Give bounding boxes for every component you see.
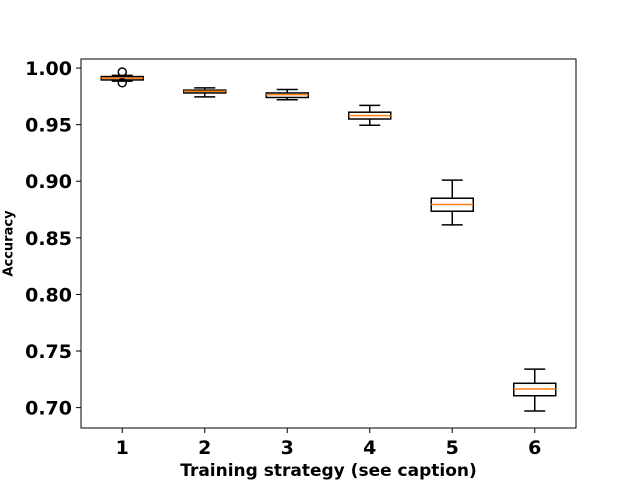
axes-layer: [76, 58, 577, 433]
x-tick-label: 4: [363, 437, 376, 459]
x-axis-title: Training strategy (see caption): [180, 461, 477, 480]
flier-point: [117, 78, 127, 88]
x-tick-label: 2: [198, 437, 211, 459]
x-tick-label: 5: [446, 437, 459, 459]
y-tick-label: 0.95: [25, 115, 72, 137]
label-layer: Training strategy (see caption) Accuracy…: [2, 58, 542, 481]
y-tick-label: 0.80: [25, 284, 72, 306]
plot-frame: [80, 58, 577, 429]
box-5: [430, 179, 474, 226]
box-layer: [100, 67, 557, 412]
box-1: [100, 67, 144, 88]
box-4: [348, 104, 392, 126]
box-6: [513, 368, 557, 412]
x-tick-label: 1: [116, 437, 129, 459]
y-axis-title: Accuracy: [2, 210, 17, 277]
flier-point: [117, 67, 127, 77]
y-tick-label: 1.00: [25, 58, 72, 80]
box-2: [183, 87, 227, 98]
x-tick-label: 3: [281, 437, 294, 459]
y-tick-label: 0.85: [25, 228, 72, 250]
x-tick-label: 6: [528, 437, 541, 459]
y-tick-label: 0.70: [25, 398, 72, 420]
y-tick-label: 0.90: [25, 171, 72, 193]
box-3: [265, 88, 309, 101]
y-tick-label: 0.75: [25, 341, 72, 363]
